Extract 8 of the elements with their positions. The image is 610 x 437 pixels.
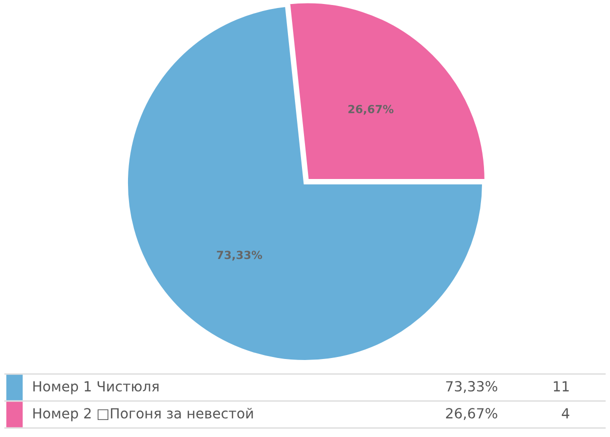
data-label: 73,33% <box>216 250 262 261</box>
text: 26,67% <box>446 408 498 420</box>
legend-label: Номер 1 Чистюля <box>33 381 158 394</box>
text: 11 <box>554 381 569 392</box>
text: 73,33% <box>446 381 498 393</box>
text: 4 <box>562 408 570 418</box>
data-label: 26,67% <box>348 104 394 115</box>
legend-label: Номер 2 □Погоня за невестой <box>33 408 253 422</box>
